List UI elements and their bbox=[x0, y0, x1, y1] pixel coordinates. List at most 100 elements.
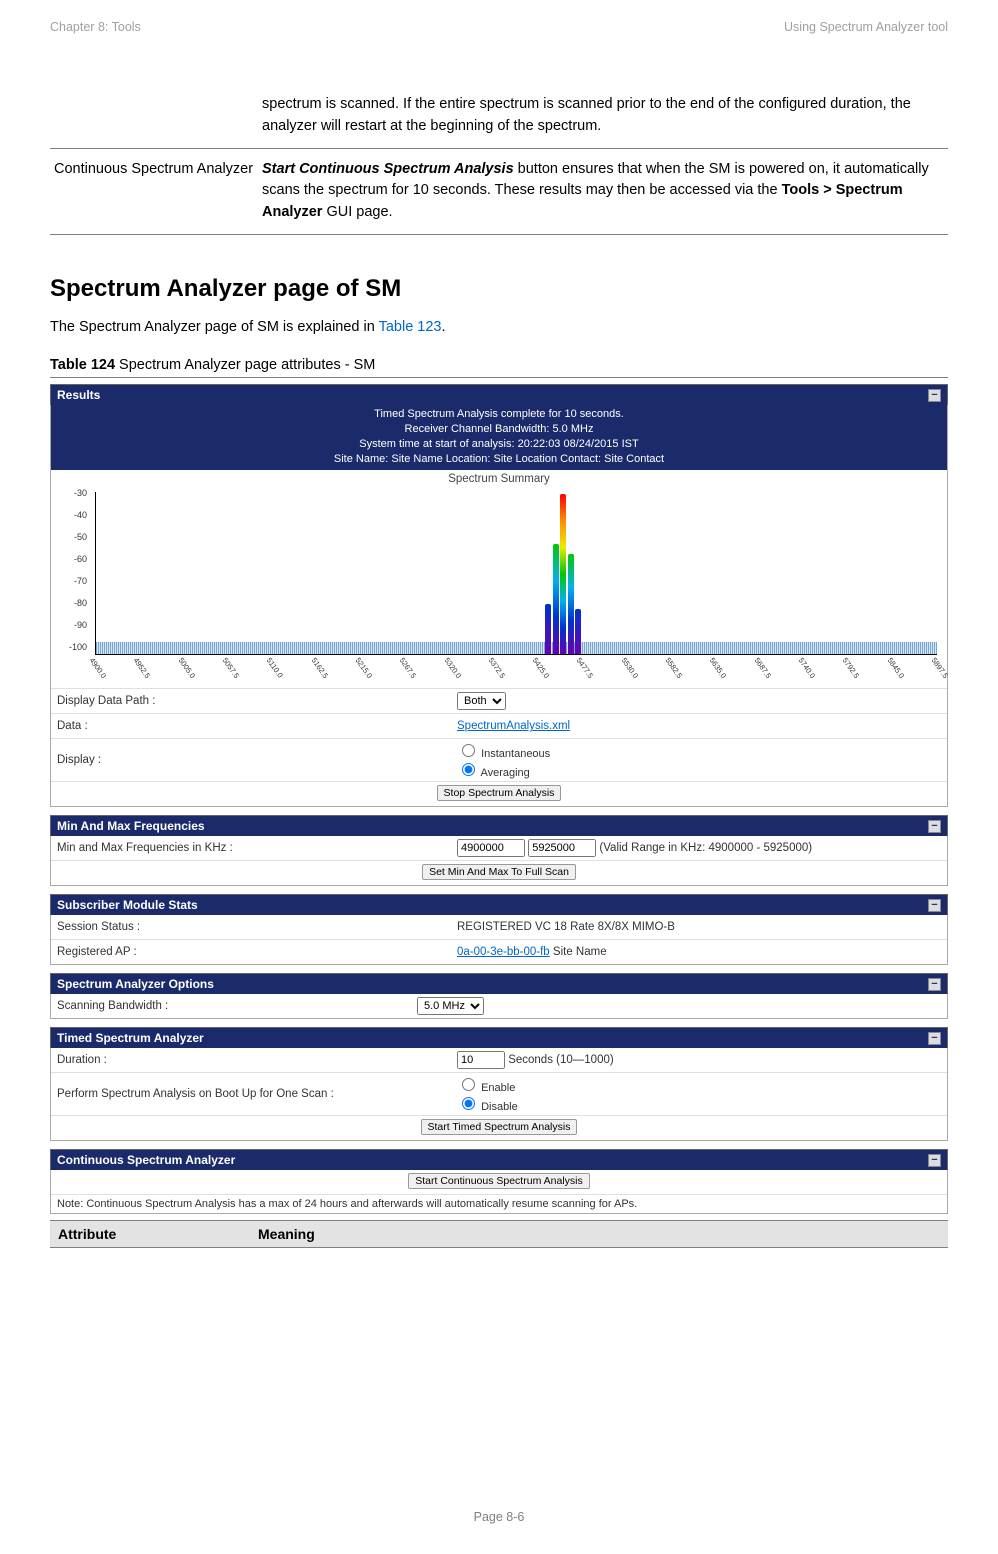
intro-post: . bbox=[441, 319, 445, 335]
sms-panel-header: Subscriber Module Stats − bbox=[50, 894, 948, 915]
sms-title: Subscriber Module Stats bbox=[57, 898, 198, 912]
radio-label: Averaging bbox=[480, 767, 529, 779]
header-right: Using Spectrum Analyzer tool bbox=[784, 20, 948, 34]
y-tick-label: -50 bbox=[55, 532, 91, 542]
radio-input[interactable] bbox=[462, 763, 475, 776]
noise-floor bbox=[96, 642, 937, 654]
x-tick-label: 5372.5 bbox=[486, 656, 507, 680]
display-data-path-label: Display Data Path : bbox=[57, 695, 457, 707]
y-tick-label: -60 bbox=[55, 554, 91, 564]
max-freq-input[interactable] bbox=[528, 839, 596, 857]
info-line: Receiver Channel Bandwidth: 5.0 MHz bbox=[51, 422, 947, 437]
timed-title: Timed Spectrum Analyzer bbox=[57, 1031, 204, 1045]
display-row: Display : Instantaneous Averaging bbox=[51, 738, 947, 781]
x-tick-label: 5110.0 bbox=[265, 656, 285, 680]
x-tick-label: 5582.5 bbox=[664, 656, 685, 680]
set-minmax-button[interactable]: Set Min And Max To Full Scan bbox=[422, 864, 576, 880]
x-tick-label: 5687.5 bbox=[752, 656, 773, 680]
cell-empty bbox=[50, 84, 258, 148]
y-tick-label: -40 bbox=[55, 510, 91, 520]
radio-input[interactable] bbox=[462, 744, 475, 757]
radio-averaging[interactable]: Averaging bbox=[457, 760, 941, 779]
opts-panel-header: Spectrum Analyzer Options − bbox=[50, 973, 948, 994]
y-tick-label: -90 bbox=[55, 620, 91, 630]
screenshot-container: Results − Timed Spectrum Analysis comple… bbox=[50, 384, 948, 1214]
x-tick-label: 5477.5 bbox=[575, 656, 596, 680]
intro-paragraph: The Spectrum Analyzer page of SM is expl… bbox=[50, 317, 948, 339]
collapse-icon[interactable]: − bbox=[928, 899, 941, 912]
chart-plot bbox=[95, 492, 937, 655]
table-row: Continuous Spectrum Analyzer Start Conti… bbox=[50, 148, 948, 234]
results-panel-header: Results − bbox=[50, 384, 948, 405]
sms-panel-body: Session Status : REGISTERED VC 18 Rate 8… bbox=[50, 915, 948, 965]
results-panel-body: Timed Spectrum Analysis complete for 10 … bbox=[50, 405, 948, 807]
scanning-bw-select[interactable]: 5.0 MHz bbox=[417, 997, 484, 1015]
x-tick-label: 5635.0 bbox=[708, 656, 729, 680]
cell-text: Start Continuous Spectrum Analysis butto… bbox=[258, 148, 948, 234]
table-link[interactable]: Table 123 bbox=[379, 319, 442, 335]
minmax-hint: (Valid Range in KHz: 4900000 - 5925000) bbox=[599, 842, 812, 854]
x-tick-label: 5530.0 bbox=[619, 656, 640, 680]
registered-ap-tail: Site Name bbox=[550, 946, 607, 958]
attr-col-header: Attribute bbox=[58, 1226, 258, 1242]
cont-panel-body: Start Continuous Spectrum Analysis Note:… bbox=[50, 1170, 948, 1214]
page-footer: Page 8-6 bbox=[0, 1510, 998, 1524]
x-tick-label: 5215.0 bbox=[354, 656, 375, 680]
minmax-panel-header: Min And Max Frequencies − bbox=[50, 815, 948, 836]
radio-label: Disable bbox=[481, 1101, 518, 1113]
x-axis: 4900.04952.55005.05057.55110.05162.55215… bbox=[95, 656, 937, 686]
start-continuous-button[interactable]: Start Continuous Spectrum Analysis bbox=[408, 1173, 590, 1189]
start-timed-button[interactable]: Start Timed Spectrum Analysis bbox=[421, 1119, 578, 1135]
start-cont-row: Start Continuous Spectrum Analysis bbox=[51, 1170, 947, 1194]
radio-enable[interactable]: Enable bbox=[457, 1075, 941, 1094]
radio-label: Enable bbox=[481, 1082, 515, 1094]
table-caption: Table 124 Spectrum Analyzer page attribu… bbox=[50, 357, 948, 378]
radio-label: Instantaneous bbox=[481, 748, 550, 760]
collapse-icon[interactable]: − bbox=[928, 820, 941, 833]
min-freq-input[interactable] bbox=[457, 839, 525, 857]
table-row: spectrum is scanned. If the entire spect… bbox=[50, 84, 948, 148]
data-label: Data : bbox=[57, 720, 457, 732]
spectrum-peak bbox=[545, 604, 551, 654]
x-tick-label: 5740.0 bbox=[797, 656, 818, 680]
registered-ap-link[interactable]: 0a-00-3e-bb-00-fb bbox=[457, 946, 550, 958]
y-tick-label: -70 bbox=[55, 576, 91, 586]
cont-title: Continuous Spectrum Analyzer bbox=[57, 1153, 235, 1167]
meaning-col-header: Meaning bbox=[258, 1226, 315, 1242]
duration-label: Duration : bbox=[57, 1054, 457, 1066]
duration-input[interactable] bbox=[457, 1051, 505, 1069]
minmax-btn-row: Set Min And Max To Full Scan bbox=[51, 860, 947, 885]
bold-italic-span: Start Continuous Spectrum Analysis bbox=[262, 161, 514, 177]
y-tick-label: -30 bbox=[55, 488, 91, 498]
stop-spectrum-button[interactable]: Stop Spectrum Analysis bbox=[437, 785, 562, 801]
session-status-value: REGISTERED VC 18 Rate 8X/8X MIMO-B bbox=[457, 921, 941, 933]
display-data-path-select[interactable]: Both bbox=[457, 692, 506, 710]
attribute-header-row: Attribute Meaning bbox=[50, 1220, 948, 1248]
collapse-icon[interactable]: − bbox=[928, 1154, 941, 1167]
x-tick-label: 5057.5 bbox=[221, 656, 242, 680]
collapse-icon[interactable]: − bbox=[928, 389, 941, 402]
spectrum-xml-link[interactable]: SpectrumAnalysis.xml bbox=[457, 720, 570, 732]
spectrum-chart: -30 -40 -50 -60 -70 -80 -90 -100 4900.0 4952.5 50… bbox=[55, 488, 943, 688]
radio-input[interactable] bbox=[462, 1097, 475, 1110]
collapse-icon[interactable]: − bbox=[928, 1032, 941, 1045]
display-data-path-row: Display Data Path : Both bbox=[51, 688, 947, 713]
cont-note: Note: Continuous Spectrum Analysis has a… bbox=[51, 1194, 947, 1213]
stop-btn-row: Stop Spectrum Analysis bbox=[51, 781, 947, 806]
opts-title: Spectrum Analyzer Options bbox=[57, 977, 214, 991]
radio-instantaneous[interactable]: Instantaneous bbox=[457, 741, 941, 760]
x-tick-label: 4900.0 bbox=[88, 656, 109, 680]
minmax-label: Min and Max Frequencies in KHz : bbox=[57, 842, 457, 854]
collapse-icon[interactable]: − bbox=[928, 978, 941, 991]
radio-disable[interactable]: Disable bbox=[457, 1094, 941, 1113]
session-status-label: Session Status : bbox=[57, 921, 457, 933]
section-heading: Spectrum Analyzer page of SM bbox=[50, 275, 948, 303]
spectrum-summary-label: Spectrum Summary bbox=[51, 470, 947, 488]
radio-input[interactable] bbox=[462, 1078, 475, 1091]
start-timed-row: Start Timed Spectrum Analysis bbox=[51, 1115, 947, 1140]
y-tick-label: -80 bbox=[55, 598, 91, 608]
text-span-tail: GUI page. bbox=[322, 204, 392, 220]
results-info: Timed Spectrum Analysis complete for 10 … bbox=[51, 405, 947, 470]
x-tick-label: 4952.5 bbox=[132, 656, 153, 680]
y-tick-label: -100 bbox=[55, 642, 91, 652]
